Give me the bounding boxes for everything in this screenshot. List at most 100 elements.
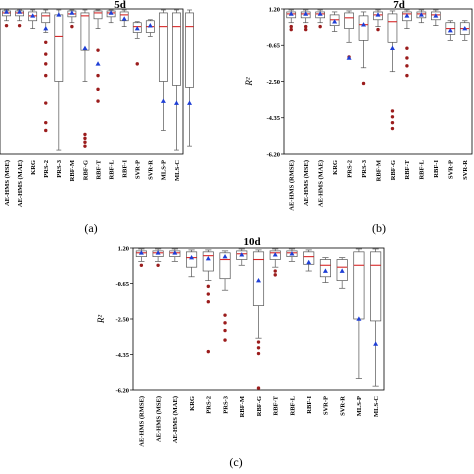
mean-marker (222, 254, 228, 259)
x-tick-label: RBF-L (419, 159, 426, 179)
outlier-point (361, 81, 366, 86)
outlier-point (44, 120, 48, 125)
outlier-point (70, 24, 74, 29)
mean-marker (418, 12, 424, 17)
outlier-point (303, 24, 308, 29)
outlier-point (96, 87, 100, 92)
outlier-point (4, 23, 9, 28)
x-tick-label: AE-HMS (RMSE) (139, 396, 146, 447)
x-tick-label: RBF-G (390, 160, 397, 180)
outlier-point (390, 115, 395, 119)
mean-marker (147, 23, 153, 28)
outlier-point (44, 101, 48, 105)
y-axis-label: R² (244, 77, 254, 86)
panel-c-label: (c) (229, 455, 242, 469)
x-tick-label: MLS-P (356, 396, 363, 416)
mean-marker (172, 250, 178, 255)
box-iqr (202, 251, 214, 272)
outlier-point (83, 144, 87, 148)
outlier-point (256, 386, 261, 390)
mean-marker (95, 61, 101, 66)
mean-marker (189, 254, 195, 260)
mean-marker (361, 22, 367, 27)
x-tick-label: RBF-I (121, 160, 128, 178)
box-iqr (41, 12, 51, 24)
outlier-point (206, 349, 210, 354)
panel-c-plot: 1.20 -0.65 -2.50 -4.35 -6.20 R² AE-HMS (RMSE) A… (96, 245, 385, 447)
box-iqr (358, 15, 369, 41)
box-iqr (172, 12, 181, 86)
outlier-point (223, 328, 227, 333)
panel-b-title: 7d (393, 0, 405, 11)
outlier-point (223, 313, 227, 317)
outlier-point (44, 52, 48, 56)
mean-marker (17, 9, 23, 14)
mean-marker (447, 27, 453, 33)
mean-marker (404, 13, 410, 18)
mean-marker (43, 25, 49, 31)
y-tick-label: 1.20 (269, 6, 280, 13)
box-iqr (370, 251, 382, 322)
x-tick-label: KRG (189, 396, 196, 411)
outlier-point (405, 64, 409, 68)
x-tick-label: RBF-L (108, 159, 115, 179)
mean-marker (56, 12, 62, 17)
x-tick-label: AE-HMS (MAE) (317, 160, 324, 207)
y-tick-label: -4.35 (266, 115, 280, 122)
mean-marker (173, 100, 179, 105)
x-tick-label: RBF-T (95, 159, 102, 179)
box-iqr (219, 252, 231, 280)
outlier-point (206, 284, 210, 289)
outlier-point (273, 269, 277, 273)
outlier-point (139, 263, 144, 267)
box-iqr (185, 12, 194, 88)
x-tick-label: RBF-M (69, 160, 76, 181)
mean-marker (433, 13, 439, 18)
mean-marker (69, 10, 75, 15)
outlier-point (256, 340, 261, 344)
outlier-point (390, 126, 395, 131)
mean-marker (82, 45, 88, 50)
x-tick-label: AE-HMS (MSE) (303, 160, 310, 206)
outlier-point (96, 48, 100, 52)
mean-marker (332, 19, 338, 24)
x-tick-label: SVR-P (448, 160, 455, 179)
x-tick-label: MLS-C (373, 396, 380, 417)
x-tick-label: PRS-3 (56, 159, 63, 177)
outlier-point (44, 40, 48, 45)
x-tick-label: RBF-I (433, 160, 440, 178)
panel-b: 7d (b) 1.20 -0.65 -2.50 -4.35 -6.20 R² AE-HMS … (244, 0, 473, 235)
x-tick-label: PRS-2 (43, 160, 50, 178)
panel-a-plot: AE-HMS (MSE) AE-HMS (MAE) KRG PRS-2 PRS-3 RBF… (0, 8, 194, 207)
x-tick-label: AE-HMS (MAE) (172, 396, 179, 443)
x-tick-label: SVR-P (135, 160, 142, 179)
x-tick-label: AE-HMS (MSE) (4, 160, 11, 206)
y-tick-label: -0.65 (266, 43, 280, 50)
x-tick-label: AE-HMS (MAE) (17, 160, 24, 207)
x-tick-label: RBF-T (404, 159, 411, 179)
outlier-point (303, 27, 308, 32)
outlier-point (390, 120, 395, 125)
panel-b-plot: 1.20 -0.65 -2.50 -4.35 -6.20 R² AE-HMS (RMSE) A… (244, 6, 473, 211)
mean-marker (121, 16, 127, 21)
outlier-point (405, 46, 409, 50)
box-iqr (303, 251, 315, 265)
box-iqr (186, 251, 198, 268)
box-iqr (353, 251, 365, 320)
x-tick-label: SVR-R (339, 396, 346, 416)
box-iqr (344, 12, 354, 29)
panel-c-title: 10d (243, 236, 260, 248)
outlier-point (44, 62, 48, 66)
x-tick-label: RBF-G (256, 396, 263, 416)
x-tick-label: PRS-2 (346, 160, 353, 178)
box-iqr (80, 12, 90, 51)
x-tick-label: RBF-M (375, 160, 382, 181)
outlier-point (289, 24, 293, 29)
mean-marker (356, 316, 362, 321)
mean-marker (346, 55, 352, 60)
outlier-point (376, 27, 380, 32)
outlier-point (96, 99, 100, 103)
outlier-point (96, 73, 100, 78)
x-tick-label: AE-HMS (MSE) (155, 396, 162, 442)
